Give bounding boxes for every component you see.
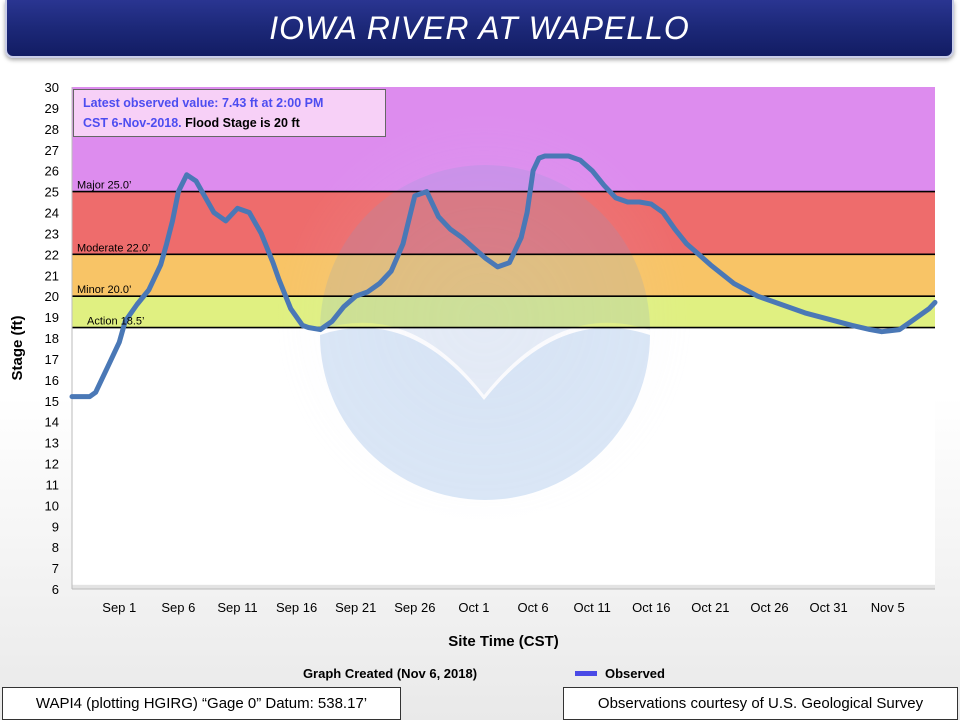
x-tick-label: Sep 21 [335,600,376,615]
annotation-line-2-date: CST 6-Nov-2018. [83,116,182,130]
x-tick-label: Sep 6 [161,600,195,615]
x-tick-label: Oct 26 [750,600,788,615]
annotation-line-2-flood-stage: Flood Stage is 20 ft [181,116,300,130]
y-tick-label: 19 [45,310,59,325]
y-tick-label: 17 [45,352,59,367]
x-tick-label: Oct 1 [458,600,489,615]
legend-label-observed: Observed [605,666,665,681]
annotation-line-1: Latest observed value: 7.43 ft at 2:00 P… [83,96,324,110]
x-axis-title: Site Time (CST) [448,633,559,650]
y-tick-label: 16 [45,373,59,388]
threshold-label-moderate: Moderate 22.0’ [77,242,150,254]
x-tick-label: Nov 5 [871,600,905,615]
y-tick-label: 28 [45,122,59,137]
y-tick-label: 21 [45,268,59,283]
plot-bottom-strip [72,584,935,589]
title-bar: IOWA RIVER AT WAPELLO [5,0,954,58]
y-tick-label: 26 [45,164,59,179]
y-tick-label: 7 [52,561,59,576]
annotation-line-2: CST 6-Nov-2018. Flood Stage is 20 ft [83,113,385,133]
x-tick-label: Oct 6 [518,600,549,615]
y-tick-label: 25 [45,185,59,200]
y-tick-label: 8 [52,540,59,555]
datum-text: WAPI4 (plotting HGIRG) “Gage 0” Datum: 5… [35,695,368,712]
x-tick-label: Oct 31 [809,600,847,615]
graph-created-label: Graph Created (Nov 6, 2018) [302,666,478,681]
x-tick-label: Sep 16 [276,600,317,615]
courtesy-box: Observations courtesy of U.S. Geological… [563,687,958,720]
y-tick-label: 27 [45,143,59,158]
y-tick-label: 9 [52,519,59,534]
threshold-label-action: Action 18.5’ [87,316,144,328]
y-tick-label: 12 [45,457,59,472]
y-tick-label: 15 [45,394,59,409]
x-tick-label: Oct 11 [573,600,610,615]
y-tick-label: 20 [45,289,59,304]
threshold-label-major: Major 25.0’ [77,180,131,192]
courtesy-text: Observations courtesy of U.S. Geological… [597,695,924,712]
y-axis-title: Stage (ft) [9,316,26,381]
legend-swatch-observed [575,671,597,676]
x-tick-label: Oct 21 [691,600,729,615]
y-tick-label: 22 [45,247,59,262]
y-tick-label: 24 [45,206,59,221]
datum-box: WAPI4 (plotting HGIRG) “Gage 0” Datum: 5… [2,687,401,720]
y-tick-label: 30 [45,80,59,95]
x-tick-label: Oct 16 [632,600,670,615]
y-tick-label: 14 [45,415,59,430]
y-tick-label: 23 [45,226,59,241]
series-line-observed [69,153,938,400]
y-tick-label: 11 [46,477,60,492]
threshold-label-minor: Minor 20.0’ [77,284,131,296]
legend: Observed [575,666,665,681]
y-tick-label: 29 [45,101,59,116]
page-title: IOWA RIVER AT WAPELLO [269,9,690,46]
latest-value-annotation: Latest observed value: 7.43 ft at 2:00 P… [73,89,386,137]
x-tick-label: Sep 11 [217,600,257,615]
x-tick-label: Sep 1 [102,600,136,615]
y-tick-label: 6 [52,582,59,597]
y-tick-label: 13 [45,436,59,451]
noaa-watermark [274,108,694,528]
y-tick-label: 18 [45,331,59,346]
x-tick-label: Sep 26 [394,600,435,615]
y-tick-label: 10 [45,498,59,513]
